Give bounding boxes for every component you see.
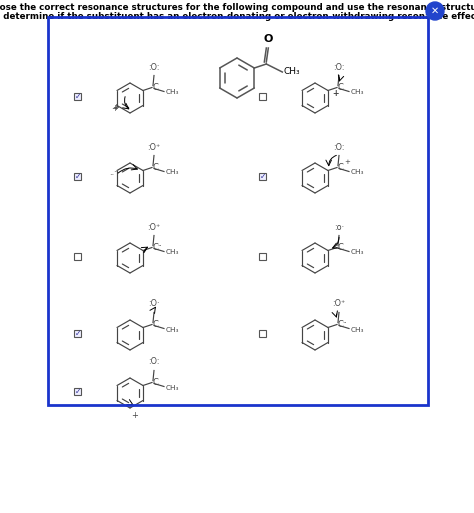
Text: +: + (332, 89, 338, 98)
Text: ··: ·· (109, 171, 114, 181)
Text: +: + (131, 411, 138, 420)
Text: +: + (112, 103, 119, 112)
Text: C: C (153, 243, 159, 252)
Circle shape (426, 2, 444, 20)
Text: CH₃: CH₃ (351, 326, 365, 332)
Text: C: C (153, 320, 159, 329)
Text: ✕: ✕ (431, 6, 439, 16)
Bar (74, 387, 82, 394)
Text: :O⁺: :O⁺ (332, 300, 346, 308)
Text: to determine if the substituent has an electron-donating or electron-withdrawing: to determine if the substituent has an e… (0, 12, 474, 21)
Bar (259, 92, 266, 100)
Bar (74, 252, 82, 260)
Text: ✓: ✓ (75, 386, 81, 396)
Text: CH₃: CH₃ (166, 89, 180, 95)
Text: :O:: :O: (333, 143, 345, 151)
Text: :O⁺: :O⁺ (147, 143, 161, 151)
Bar (259, 172, 266, 180)
Text: CH₃: CH₃ (283, 68, 300, 76)
Bar (74, 329, 82, 337)
Text: :O:: :O: (333, 63, 345, 71)
Text: C: C (153, 83, 159, 92)
Bar (74, 92, 82, 100)
Text: CH₃: CH₃ (351, 249, 365, 255)
Bar (259, 329, 266, 337)
Text: :O:: :O: (148, 358, 160, 366)
Text: +: + (332, 89, 338, 98)
Text: C: C (338, 243, 344, 252)
Text: CH₃: CH₃ (166, 326, 180, 332)
Text: CH₃: CH₃ (351, 89, 365, 95)
Text: ··: ·· (342, 321, 346, 326)
Text: ✓: ✓ (260, 171, 266, 181)
Text: C: C (338, 163, 344, 172)
Text: :O:: :O: (148, 63, 160, 71)
Text: Choose the correct resonance structures for the following compound and use the r: Choose the correct resonance structures … (0, 3, 474, 12)
Text: ··: ·· (157, 244, 162, 249)
Text: CH₃: CH₃ (166, 385, 180, 390)
Text: O: O (264, 34, 273, 44)
Bar (74, 172, 82, 180)
Text: :O⁺: :O⁺ (147, 223, 161, 231)
Text: +: + (111, 104, 118, 113)
Text: C: C (153, 163, 159, 172)
Bar (259, 252, 266, 260)
Text: C: C (153, 378, 159, 387)
Text: ✓: ✓ (75, 91, 81, 101)
Text: ✓: ✓ (75, 171, 81, 181)
Text: +: + (344, 160, 350, 166)
Text: :O·: :O· (148, 300, 160, 308)
Text: CH₃: CH₃ (351, 169, 365, 175)
Text: CH₃: CH₃ (166, 249, 180, 255)
Text: C: C (338, 320, 344, 329)
Text: ✓: ✓ (75, 328, 81, 338)
Bar (48, 17, 428, 405)
Text: :o·: :o· (334, 223, 344, 231)
Text: ··: ·· (113, 168, 118, 177)
Text: C: C (338, 83, 344, 92)
Text: CH₃: CH₃ (166, 169, 180, 175)
